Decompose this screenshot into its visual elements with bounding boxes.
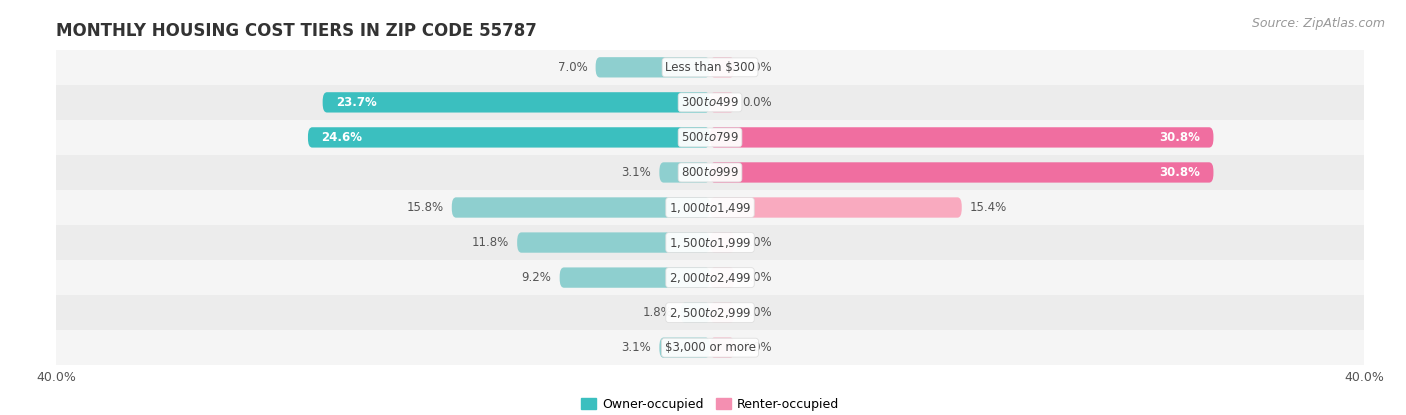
FancyBboxPatch shape	[659, 337, 710, 358]
Bar	[56, 190, 1364, 225]
FancyBboxPatch shape	[710, 303, 734, 323]
Text: $800 to $999: $800 to $999	[681, 166, 740, 179]
Bar	[56, 120, 1364, 155]
FancyBboxPatch shape	[710, 162, 1213, 183]
Text: 9.2%: 9.2%	[522, 271, 551, 284]
FancyBboxPatch shape	[710, 232, 734, 253]
Text: Source: ZipAtlas.com: Source: ZipAtlas.com	[1251, 17, 1385, 29]
FancyBboxPatch shape	[451, 198, 710, 217]
FancyBboxPatch shape	[681, 303, 710, 323]
FancyBboxPatch shape	[560, 267, 710, 288]
Text: 0.0%: 0.0%	[742, 61, 772, 74]
Text: 24.6%: 24.6%	[321, 131, 361, 144]
FancyBboxPatch shape	[710, 337, 734, 358]
FancyBboxPatch shape	[659, 162, 710, 183]
Text: 15.4%: 15.4%	[970, 201, 1007, 214]
Bar	[56, 330, 1364, 365]
FancyBboxPatch shape	[710, 92, 734, 112]
FancyBboxPatch shape	[322, 92, 710, 112]
Bar	[56, 155, 1364, 190]
FancyBboxPatch shape	[710, 57, 734, 78]
FancyBboxPatch shape	[596, 57, 710, 78]
Text: 1.8%: 1.8%	[643, 306, 672, 319]
Text: 30.8%: 30.8%	[1160, 166, 1201, 179]
Text: 11.8%: 11.8%	[472, 236, 509, 249]
FancyBboxPatch shape	[710, 127, 1213, 148]
Text: 3.1%: 3.1%	[621, 166, 651, 179]
FancyBboxPatch shape	[710, 198, 962, 217]
Text: 15.8%: 15.8%	[406, 201, 444, 214]
Bar	[56, 260, 1364, 295]
Text: $300 to $499: $300 to $499	[681, 96, 740, 109]
FancyBboxPatch shape	[517, 232, 710, 253]
Text: $2,500 to $2,999: $2,500 to $2,999	[669, 305, 751, 320]
Text: $1,500 to $1,999: $1,500 to $1,999	[669, 236, 751, 249]
Text: 0.0%: 0.0%	[742, 271, 772, 284]
Text: 0.0%: 0.0%	[742, 236, 772, 249]
Text: $3,000 or more: $3,000 or more	[665, 341, 755, 354]
Text: 7.0%: 7.0%	[558, 61, 588, 74]
Text: 30.8%: 30.8%	[1160, 131, 1201, 144]
FancyBboxPatch shape	[710, 267, 734, 288]
Bar	[56, 50, 1364, 85]
Legend: Owner-occupied, Renter-occupied: Owner-occupied, Renter-occupied	[575, 393, 845, 415]
FancyBboxPatch shape	[308, 127, 710, 148]
Text: $1,000 to $1,499: $1,000 to $1,499	[669, 200, 751, 215]
Bar	[56, 295, 1364, 330]
Text: $2,000 to $2,499: $2,000 to $2,499	[669, 271, 751, 285]
Text: 0.0%: 0.0%	[742, 96, 772, 109]
Bar	[56, 225, 1364, 260]
Text: 23.7%: 23.7%	[336, 96, 377, 109]
Text: MONTHLY HOUSING COST TIERS IN ZIP CODE 55787: MONTHLY HOUSING COST TIERS IN ZIP CODE 5…	[56, 22, 537, 40]
Text: 0.0%: 0.0%	[742, 341, 772, 354]
Text: 0.0%: 0.0%	[742, 306, 772, 319]
Bar	[56, 85, 1364, 120]
Text: Less than $300: Less than $300	[665, 61, 755, 74]
Text: $500 to $799: $500 to $799	[681, 131, 740, 144]
Text: 3.1%: 3.1%	[621, 341, 651, 354]
